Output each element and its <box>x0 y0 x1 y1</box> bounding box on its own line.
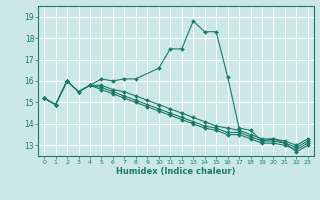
X-axis label: Humidex (Indice chaleur): Humidex (Indice chaleur) <box>116 167 236 176</box>
